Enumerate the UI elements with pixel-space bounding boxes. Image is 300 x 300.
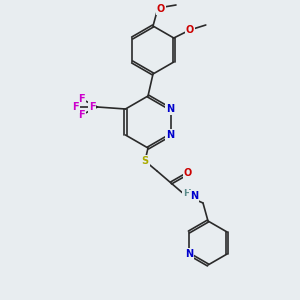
Text: H: H — [183, 190, 191, 199]
Text: N: N — [167, 130, 175, 140]
Text: F: F — [78, 110, 85, 120]
Text: N: N — [167, 104, 175, 114]
Text: O: O — [186, 25, 194, 35]
Text: S: S — [141, 156, 148, 166]
Text: F: F — [78, 94, 85, 104]
Text: N: N — [185, 249, 193, 259]
Text: F: F — [72, 102, 79, 112]
Text: O: O — [157, 4, 165, 14]
Text: O: O — [184, 168, 192, 178]
Text: F: F — [89, 102, 95, 112]
Text: N: N — [190, 191, 198, 201]
